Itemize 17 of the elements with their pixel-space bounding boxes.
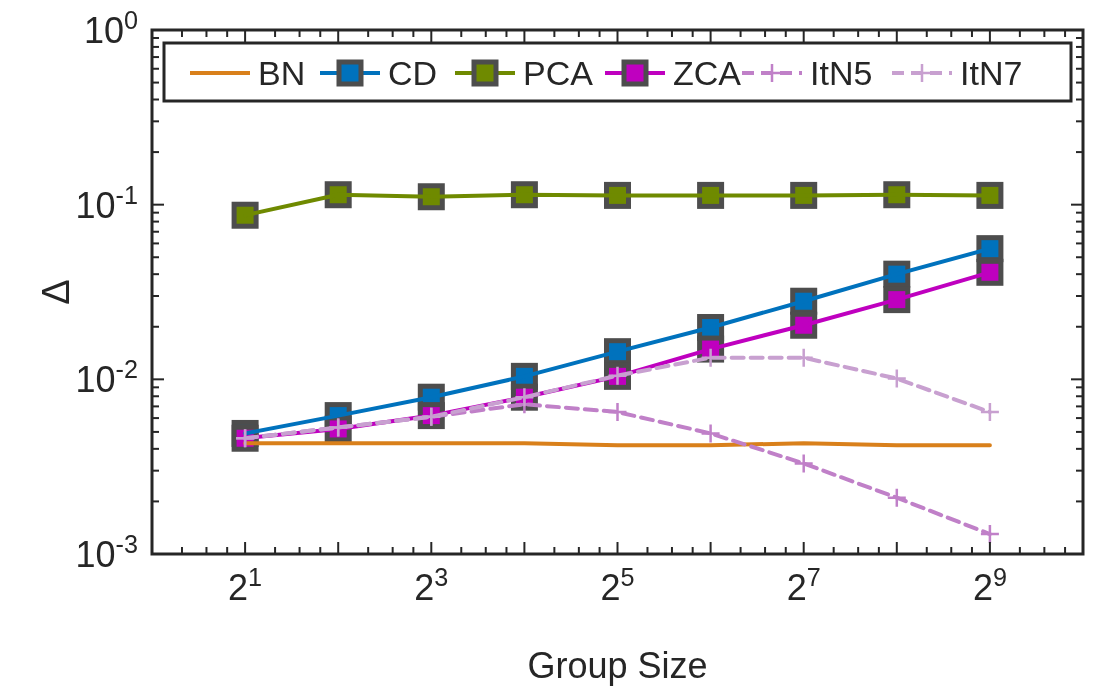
legend-label: ItN5	[810, 54, 873, 92]
legend-label: BN	[258, 54, 306, 92]
y-tick-label: 10$^{-1}$	[75, 180, 138, 226]
y-tick-label: 10$^{-3}$	[75, 530, 138, 575]
x-axis-title: Group Size	[527, 645, 708, 686]
y-tick-label: 10$^{-2}$	[75, 355, 138, 401]
x-tick-label: 2$^{7}$	[786, 563, 821, 608]
legend-label: PCA	[523, 54, 594, 92]
y-tick-label: 10$^{0}$	[83, 6, 138, 51]
y-axis-title: Δ	[35, 279, 77, 305]
x-tick-label: 2$^{1}$	[228, 563, 263, 608]
legend-label: CD	[388, 54, 438, 92]
x-tick-label: 2$^{5}$	[600, 563, 635, 608]
legend-label: ZCA	[673, 54, 742, 92]
x-tick-label: 2$^{3}$	[414, 563, 449, 608]
legend-label: ItN7	[960, 54, 1023, 92]
x-tick-label: 2$^{9}$	[972, 563, 1007, 608]
